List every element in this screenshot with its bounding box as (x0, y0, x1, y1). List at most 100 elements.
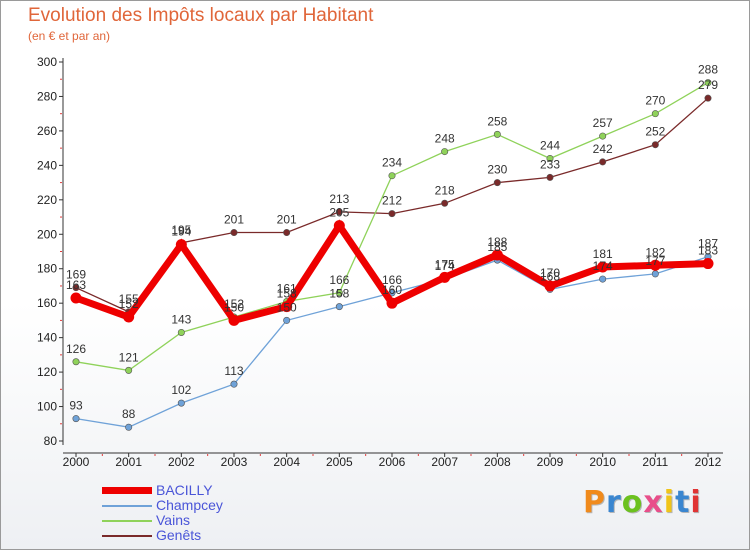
logo-letter: i (690, 485, 702, 520)
data-label-bacilly: 181 (593, 247, 613, 261)
data-point-genets (335, 208, 343, 216)
data-point-vains (493, 130, 501, 138)
data-label-champcey: 174 (435, 259, 455, 273)
data-point-bacilly (281, 301, 293, 313)
x-tick-label: 2000 (63, 455, 90, 469)
legend-line-champcey (102, 504, 152, 507)
x-tick-label: 2006 (379, 455, 406, 469)
y-tick-label: 200 (37, 227, 57, 241)
data-point-bacilly (702, 258, 714, 270)
y-tick-label: 300 (37, 55, 57, 69)
data-point-genets (599, 158, 607, 166)
data-label-vains: 248 (435, 132, 455, 146)
data-point-genets (493, 179, 501, 187)
data-label-champcey: 150 (277, 300, 297, 314)
data-label-champcey: 168 (540, 269, 560, 283)
y-tick-label: 280 (37, 89, 57, 103)
data-point-bacilly (123, 311, 135, 323)
data-point-vains (546, 154, 554, 162)
data-point-champcey (335, 303, 343, 311)
legend-label-bacilly: BACILLY (156, 482, 213, 498)
y-tick-label: 240 (37, 158, 57, 172)
data-point-bacilly (70, 292, 82, 304)
data-label-genets: 233 (540, 157, 560, 171)
data-point-vains (704, 79, 712, 87)
data-label-genets: 252 (645, 125, 665, 139)
x-tick-label: 2001 (115, 455, 142, 469)
data-label-bacilly: 205 (329, 206, 349, 220)
data-label-vains: 257 (593, 116, 613, 130)
data-label-vains: 166 (329, 273, 349, 287)
data-label-bacilly: 175 (435, 257, 455, 271)
data-point-bacilly (175, 239, 187, 251)
data-label-champcey: 93 (69, 399, 83, 413)
data-label-vains: 143 (171, 312, 191, 326)
data-label-bacilly: 163 (66, 278, 86, 292)
data-label-genets: 155 (119, 292, 139, 306)
data-label-genets: 201 (277, 213, 297, 227)
data-label-champcey: 102 (171, 383, 191, 397)
data-label-genets: 201 (224, 213, 244, 227)
data-label-champcey: 88 (122, 407, 136, 421)
data-point-genets (230, 229, 238, 237)
data-point-champcey (177, 399, 185, 407)
data-point-champcey (230, 380, 238, 388)
logo-letter: P (583, 485, 606, 520)
data-label-bacilly: 183 (698, 244, 718, 258)
y-tick-label: 180 (37, 262, 57, 276)
data-label-genets: 195 (171, 223, 191, 237)
y-tick-label: 100 (37, 400, 57, 414)
data-point-vains (651, 110, 659, 118)
x-tick-label: 2010 (589, 455, 616, 469)
data-label-vains: 121 (119, 350, 139, 364)
legend-line-vains (102, 519, 152, 522)
data-label-champcey: 113 (224, 364, 243, 378)
data-label-champcey: 158 (329, 287, 349, 301)
data-point-bacilly (544, 280, 556, 292)
data-label-vains: 234 (382, 156, 402, 170)
data-point-bacilly (333, 220, 345, 232)
x-tick-label: 2009 (537, 455, 564, 469)
data-point-bacilly (439, 271, 451, 283)
data-point-genets (651, 141, 659, 149)
data-point-bacilly (649, 259, 661, 271)
y-tick-label: 80 (44, 434, 58, 448)
chart-subtitle: (en € et par an) (28, 29, 111, 43)
data-label-bacilly: 158 (277, 287, 297, 301)
y-tick-label: 160 (37, 296, 57, 310)
data-label-vains: 258 (487, 114, 507, 128)
data-point-vains (388, 172, 396, 180)
logo-letter: o (621, 485, 644, 520)
data-label-champcey: 177 (645, 254, 665, 268)
y-tick-label: 140 (37, 331, 57, 345)
data-label-genets: 230 (487, 163, 507, 177)
data-label-champcey: 174 (593, 259, 613, 273)
data-point-vains (125, 366, 133, 374)
data-point-champcey (599, 275, 607, 283)
data-label-bacilly: 182 (645, 245, 665, 259)
x-tick-label: 2011 (642, 455, 668, 469)
x-tick-label: 2007 (431, 455, 458, 469)
data-point-genets (546, 173, 554, 181)
data-label-bacilly: 150 (224, 300, 244, 314)
data-point-vains (599, 132, 607, 140)
data-label-bacilly: 170 (540, 266, 560, 280)
x-tick-label: 2004 (273, 455, 300, 469)
x-tick-label: 2003 (221, 455, 248, 469)
legend-swatch-genets (102, 528, 152, 543)
legend-line-bacilly (102, 487, 152, 494)
data-label-genets: 242 (593, 142, 613, 156)
data-label-champcey: 166 (382, 273, 402, 287)
data-point-bacilly (491, 249, 503, 261)
data-label-genets: 169 (66, 268, 86, 282)
data-point-vains (72, 358, 80, 366)
legend-swatch-champcey (102, 498, 152, 513)
data-point-vains (335, 289, 343, 297)
data-label-champcey: 185 (487, 240, 507, 254)
data-point-bacilly (597, 261, 609, 273)
data-point-genets (72, 284, 80, 292)
chart-title: Evolution des Impôts locaux par Habitant (28, 5, 374, 26)
data-point-champcey (651, 270, 659, 278)
data-point-bacilly (386, 297, 398, 309)
